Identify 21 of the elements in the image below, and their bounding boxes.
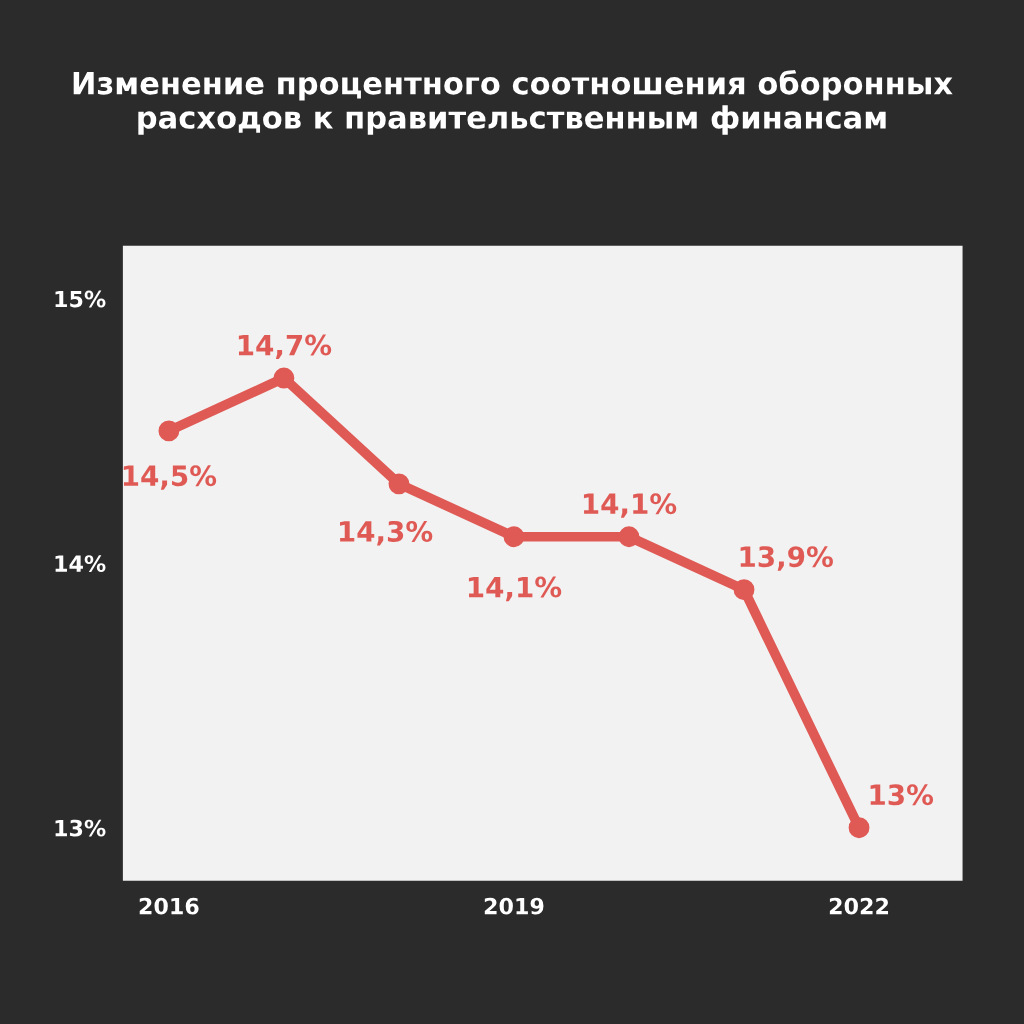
x-tick-label: 2022 — [829, 897, 889, 915]
x-tick-label: 2016 — [139, 897, 199, 915]
chart-title: Изменение процентного соотношения оборонных расходов к правительственным финансам — [73, 70, 953, 135]
data-label: 14,7% — [238, 334, 332, 360]
point — [158, 420, 180, 442]
point — [273, 367, 295, 389]
data-label: 14,3% — [340, 520, 433, 546]
y-tick-label: 15% — [55, 290, 106, 308]
y-tick-label: 14% — [55, 555, 106, 572]
point — [388, 473, 410, 495]
x-tick-label: 2019 — [484, 897, 544, 915]
point — [733, 579, 755, 601]
data-label: 14,1% — [468, 576, 562, 602]
data-label: 13% — [870, 784, 934, 806]
data-label: 13,9% — [740, 546, 833, 571]
data-label: 14,1% — [583, 493, 677, 518]
point — [848, 817, 870, 839]
y-tick-label: 13% — [55, 819, 106, 837]
point — [618, 526, 640, 548]
point — [503, 526, 525, 548]
data-label: 14,5% — [123, 465, 217, 490]
